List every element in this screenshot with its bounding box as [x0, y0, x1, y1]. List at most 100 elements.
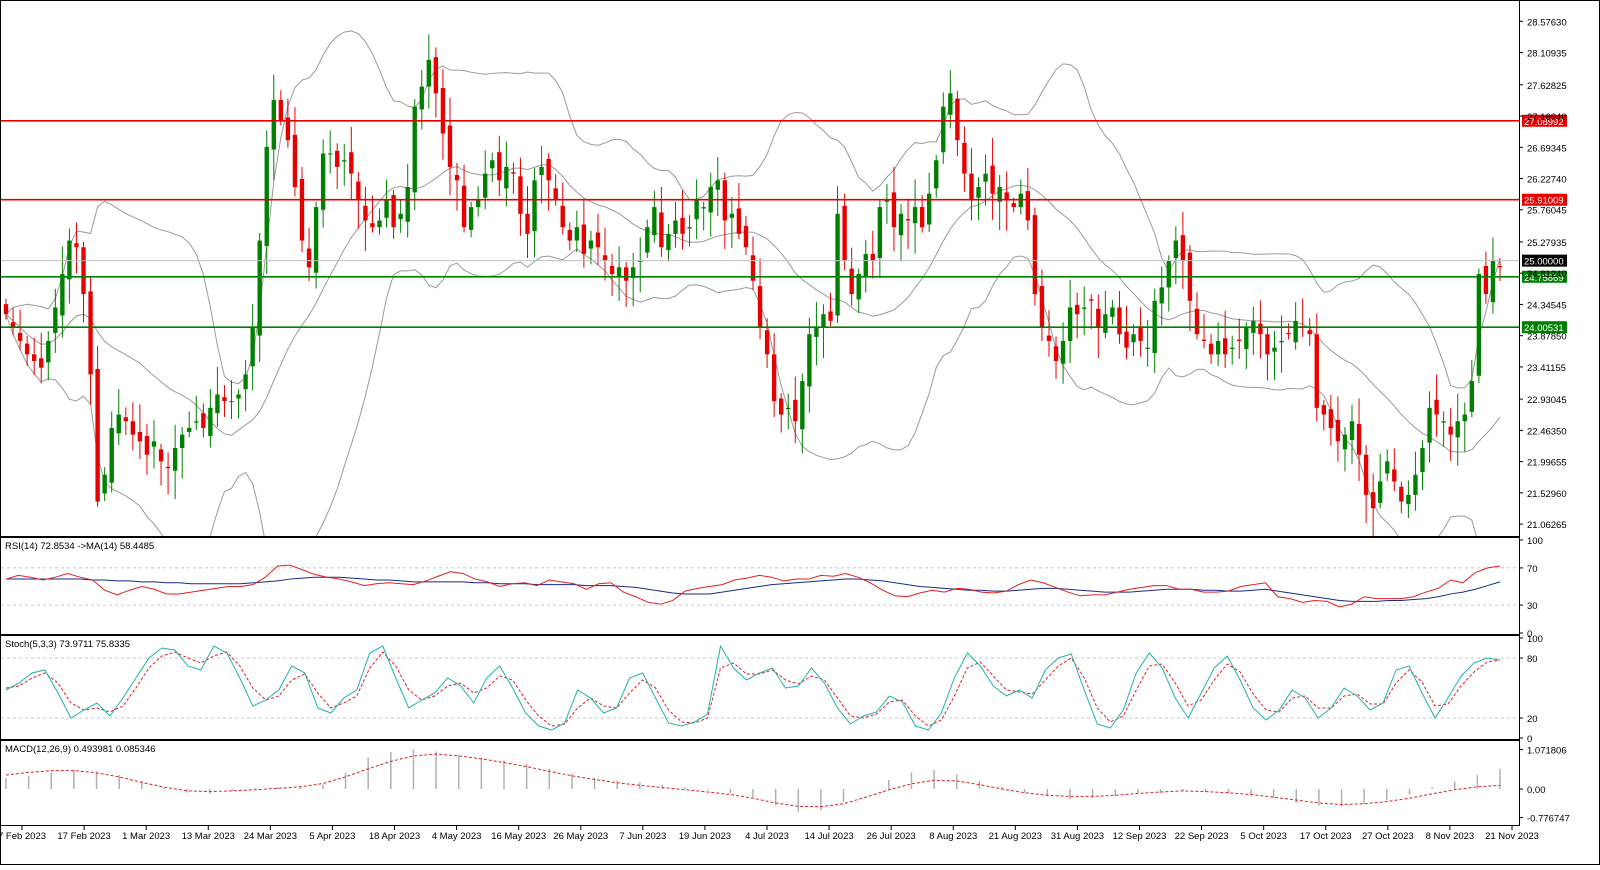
candle-body: [764, 330, 770, 355]
candle-body: [1427, 407, 1432, 443]
candle-body: [1497, 265, 1503, 268]
candle-body: [370, 223, 375, 228]
rsi-panel[interactable]: 100 70 30 0 RSI(14) 72.8534 ->MA(14) 58.4485: [1, 536, 1543, 640]
candle-body: [264, 146, 269, 246]
candle-body: [116, 414, 121, 434]
candle-body: [306, 248, 312, 268]
time-tick-label: 14 Jul 2023: [805, 831, 854, 842]
candle: [1067, 279, 1073, 364]
candle-body: [504, 166, 509, 189]
candle-body: [786, 407, 791, 410]
candle-body: [1356, 423, 1362, 455]
candle-body: [1469, 381, 1474, 412]
candle: [631, 253, 636, 307]
candle: [736, 183, 742, 240]
candle: [1321, 399, 1327, 431]
candle-body: [17, 332, 23, 341]
candle: [1307, 318, 1312, 346]
candle-body: [1378, 481, 1383, 503]
candle: [46, 331, 51, 381]
candle: [497, 135, 502, 197]
candle: [1173, 226, 1179, 285]
candle: [342, 143, 347, 186]
candle: [891, 166, 897, 252]
candle-body: [638, 260, 643, 262]
level-tag: 25.91009: [1522, 193, 1567, 207]
candle-body: [1307, 330, 1312, 335]
price-tick-label: 27.62825: [1527, 81, 1567, 92]
rsi-tick-label: 100: [1527, 536, 1543, 547]
candle: [102, 467, 107, 501]
candle-body: [320, 153, 326, 210]
candle-body: [743, 225, 749, 248]
time-tick-label: 13 Mar 2023: [182, 831, 235, 842]
candle: [1103, 290, 1108, 339]
candle-body: [67, 240, 72, 280]
candle-body: [356, 181, 361, 201]
candle: [398, 199, 403, 233]
candle-body: [877, 207, 883, 258]
price-panel[interactable]: [1, 30, 1519, 592]
candle-body: [1194, 308, 1200, 335]
stoch-tick-label: 0: [1527, 734, 1532, 745]
candle: [1328, 394, 1334, 446]
candle: [546, 153, 551, 211]
candle-body: [631, 267, 636, 279]
price-tick-label: 21.06265: [1527, 520, 1567, 531]
price-tick-label: 21.52960: [1527, 489, 1567, 500]
candle: [3, 298, 9, 320]
candle: [969, 148, 974, 221]
candle: [687, 215, 692, 247]
candle: [1194, 292, 1200, 340]
candle: [81, 241, 86, 323]
rsi-tick-label: 70: [1527, 564, 1538, 575]
candle: [412, 99, 417, 211]
candle: [39, 332, 44, 384]
candle-body: [609, 265, 615, 275]
candle-body: [955, 98, 960, 141]
candle: [779, 393, 784, 433]
candle: [285, 98, 291, 148]
candle: [215, 366, 220, 427]
candle: [1335, 396, 1341, 462]
candle-body: [898, 213, 904, 236]
time-axis: 7 Feb 2023 17 Feb 2023 1 Mar 2023 13 Mar 20…: [0, 826, 1539, 842]
candle: [1476, 268, 1482, 384]
candle-body: [95, 369, 100, 502]
candle: [694, 179, 699, 240]
candle: [595, 213, 601, 266]
candle: [638, 237, 643, 293]
candle-body: [814, 327, 819, 337]
time-tick-label: 19 Jun 2023: [679, 831, 731, 842]
level-tag-bg: [1522, 321, 1567, 334]
candle: [405, 163, 410, 238]
candle-body: [567, 229, 572, 241]
candle: [715, 157, 720, 216]
candle-body: [1201, 339, 1207, 341]
candle: [1251, 306, 1256, 355]
candle-body: [3, 304, 9, 315]
candle: [32, 337, 37, 375]
candle-body: [1046, 335, 1052, 341]
candle-body: [32, 354, 37, 362]
candle: [814, 302, 819, 366]
macd-panel[interactable]: 1.071806 0.00 -0.776747 MACD(12,26,9) 0.493…: [5, 744, 1570, 825]
candle: [74, 222, 79, 274]
candle: [800, 373, 805, 454]
candle: [976, 177, 981, 220]
candle: [898, 203, 904, 262]
candle-body: [1082, 307, 1087, 309]
bollinger-bands: [5, 30, 1501, 536]
stochastic-panel[interactable]: 100 80 20 0 Stoch(5,3,3) 73.9711 75.8335: [1, 634, 1543, 745]
candle-body: [137, 431, 143, 442]
price-tick-label: 24.34545: [1527, 300, 1567, 311]
candle-body: [1166, 260, 1171, 288]
candle-body: [208, 407, 213, 436]
candle: [278, 90, 284, 126]
candle: [1201, 314, 1207, 349]
time-tick-label: 21 Nov 2023: [1485, 831, 1539, 842]
candle-body: [1286, 332, 1291, 335]
price-tick-label: 28.10935: [1527, 49, 1567, 60]
